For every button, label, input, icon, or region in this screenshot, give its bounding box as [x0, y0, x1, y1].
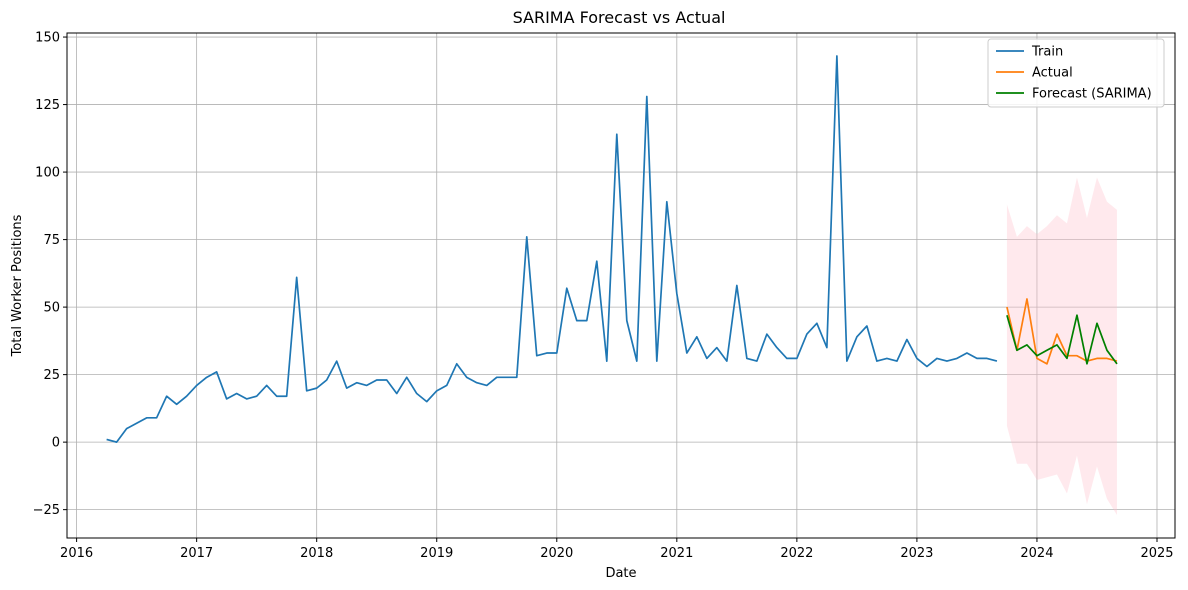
series-layer [106, 55, 1118, 443]
x-tick-label: 2018 [300, 546, 333, 561]
series-line-forecast-sarima [1006, 314, 1118, 365]
x-axis-title: Date [605, 566, 636, 581]
y-tick-label: 25 [43, 368, 60, 383]
x-tick-label: 2022 [780, 546, 813, 561]
y-tick-label: 125 [35, 98, 60, 113]
grid-lines [67, 33, 1175, 538]
legend-label: Actual [1032, 66, 1073, 81]
chart-title: SARIMA Forecast vs Actual [513, 8, 726, 27]
y-tick-label: 75 [43, 233, 60, 248]
legend-box [987, 38, 1165, 108]
legend: Train Actual Forecast (SARIMA) [987, 38, 1165, 108]
legend-label: Train [1031, 45, 1063, 60]
x-tick-label: 2024 [1020, 546, 1053, 561]
y-tick-label: 150 [35, 31, 60, 46]
series-line-actual [1006, 298, 1118, 365]
x-tick-label: 2016 [60, 546, 93, 561]
y-tick-label: 0 [52, 436, 60, 451]
x-tick-label: 2021 [660, 546, 693, 561]
x-tick-label: 2025 [1140, 546, 1173, 561]
y-tick-label: 100 [35, 166, 60, 181]
x-tick-label: 2023 [900, 546, 933, 561]
y-tick-label: 50 [43, 301, 60, 316]
x-tick-label: 2019 [420, 546, 453, 561]
plot-frame [66, 32, 1176, 539]
tick-marks: 2016 2017 2018 2019 2020 2021 2022 2023 2024 2025… [33, 31, 1174, 561]
y-tick-label: −25 [33, 503, 60, 518]
x-tick-label: 2020 [540, 546, 573, 561]
legend-label: Forecast (SARIMA) [1032, 87, 1152, 102]
series-line-train [106, 55, 998, 443]
x-tick-label: 2017 [180, 546, 213, 561]
y-axis-title: Total Worker Positions [10, 214, 25, 357]
